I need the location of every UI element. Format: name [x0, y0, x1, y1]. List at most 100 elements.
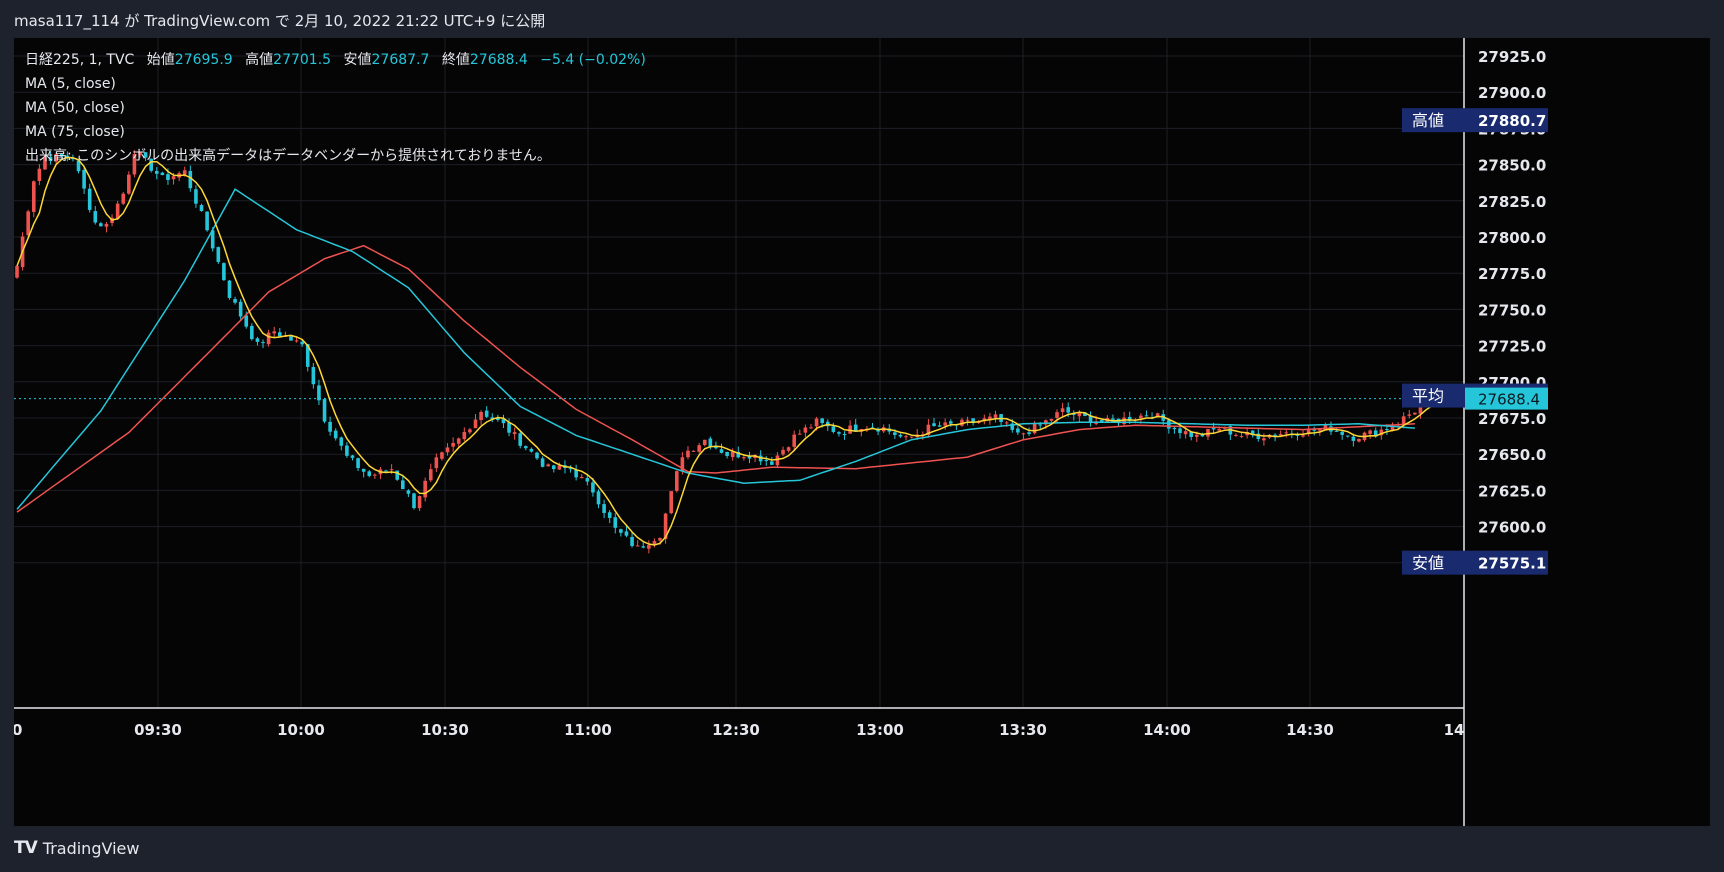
candle-body: [1351, 436, 1356, 441]
candle-body: [160, 172, 165, 176]
candle-body: [384, 470, 388, 472]
candle-body: [43, 157, 47, 170]
candle-body: [484, 410, 489, 417]
candle-body: [138, 152, 142, 156]
candle-body: [1206, 428, 1210, 437]
candle-body: [574, 469, 578, 478]
candle-body: [747, 456, 752, 459]
candle-body: [568, 468, 573, 470]
candle-body: [960, 419, 964, 426]
candle-body: [1318, 429, 1322, 431]
symbol-label: 日経225, 1, TVC: [25, 52, 135, 68]
candle-body: [624, 531, 629, 536]
candle-body: [222, 263, 226, 281]
close-value: 27688.4: [469, 52, 528, 68]
candle-body: [1178, 428, 1182, 434]
candle-body: [652, 541, 657, 545]
publish-header: masa117_114 が TradingView.com で 2月 10, 2…: [0, 0, 1724, 38]
candle-body: [1167, 420, 1171, 429]
ma5-legend[interactable]: MA (5, close): [25, 76, 116, 92]
candle-body: [305, 344, 310, 367]
ma75-legend[interactable]: MA (75, close): [25, 124, 125, 140]
candle-body: [59, 153, 64, 157]
candle-body: [266, 332, 271, 345]
candle-body: [619, 529, 623, 533]
candle-body: [171, 176, 176, 180]
candle-body: [182, 170, 187, 175]
candle-body: [317, 385, 321, 401]
candle-body: [233, 299, 237, 303]
candle-body: [1088, 415, 1093, 423]
candle-body: [1004, 422, 1009, 424]
candle-body: [199, 205, 204, 212]
y-tick-label: 27925.0: [1478, 48, 1546, 66]
candle-body: [300, 341, 304, 345]
marker-label: 高値: [1412, 111, 1444, 130]
candle-body: [1155, 413, 1160, 418]
candle-body: [1390, 426, 1395, 431]
volume-note: 出来高: このシンボルの出来高データはデータベンダーから提供されておりません。: [25, 148, 551, 164]
candle-body: [1217, 429, 1221, 431]
candle-body: [792, 434, 797, 447]
y-tick-label: 27750.0: [1478, 301, 1546, 319]
y-tick-label: 27625.0: [1478, 482, 1546, 500]
time-axis[interactable]: 0 09:30 10:00 10:30 11:00 12:30 13:00 13:30 14:0…: [12, 721, 1464, 739]
y-tick-label: 27675.0: [1478, 410, 1546, 428]
high-value: 27701.5: [273, 52, 332, 68]
x-tick-label: 0: [14, 721, 22, 739]
candle-body: [1066, 407, 1070, 413]
candle-body: [540, 458, 545, 467]
candle-body: [71, 158, 75, 160]
last-price-badge: [1465, 387, 1548, 410]
chart-area[interactable]: 27925.027900.027875.027850.027825.027800…: [12, 38, 1710, 826]
ma75-line: [16, 244, 1415, 513]
chart-svg[interactable]: 27925.027900.027875.027850.027825.027800…: [12, 38, 1710, 826]
candle-body: [691, 450, 696, 452]
candle-body: [166, 174, 170, 180]
candle-body: [143, 152, 148, 158]
candle-body: [373, 474, 377, 476]
candle-body: [1256, 433, 1261, 439]
candle-body: [1200, 434, 1205, 437]
candle-body: [932, 423, 936, 427]
high-label: 高値: [245, 52, 274, 68]
candle-body: [702, 439, 707, 445]
open-label: 始値: [146, 52, 175, 68]
candle-body: [546, 464, 550, 467]
ma5-line: [16, 156, 1455, 546]
brand[interactable]: TV TradingView: [14, 838, 139, 858]
candle-body: [37, 168, 42, 181]
candle-body: [412, 493, 416, 509]
price-axis[interactable]: 27925.027900.027875.027850.027825.027800…: [1478, 48, 1546, 573]
candle-body: [669, 491, 673, 514]
candle-body: [820, 418, 824, 423]
candle-body: [350, 455, 355, 458]
candle-body: [188, 170, 193, 189]
ma50-legend[interactable]: MA (50, close): [25, 100, 125, 116]
y-tick-label: 27600.0: [1478, 519, 1546, 537]
candle-body: [730, 451, 735, 458]
candle-body: [261, 342, 265, 344]
candle-body: [389, 469, 394, 471]
candle-body: [1407, 414, 1412, 416]
candle-body: [440, 452, 444, 459]
candle-body: [893, 432, 897, 435]
candle-body: [479, 411, 483, 421]
candle-body: [132, 154, 137, 175]
candle-body: [742, 457, 746, 459]
candle-body: [1306, 428, 1311, 434]
candle-body: [1111, 418, 1115, 420]
candle-body: [294, 340, 299, 342]
x-tick-label: 12:30: [712, 721, 760, 739]
candle-body: [607, 512, 612, 518]
close-label: 終値: [441, 52, 470, 68]
candle-body: [76, 160, 81, 172]
candle-body: [781, 449, 785, 455]
candle-body: [993, 414, 998, 418]
candle-body: [361, 468, 366, 472]
candle-body: [1044, 420, 1048, 425]
candle-body: [585, 478, 590, 482]
marker-value: 27575.1: [1478, 555, 1546, 573]
candle-body: [579, 476, 584, 479]
candle-body: [1189, 431, 1194, 437]
